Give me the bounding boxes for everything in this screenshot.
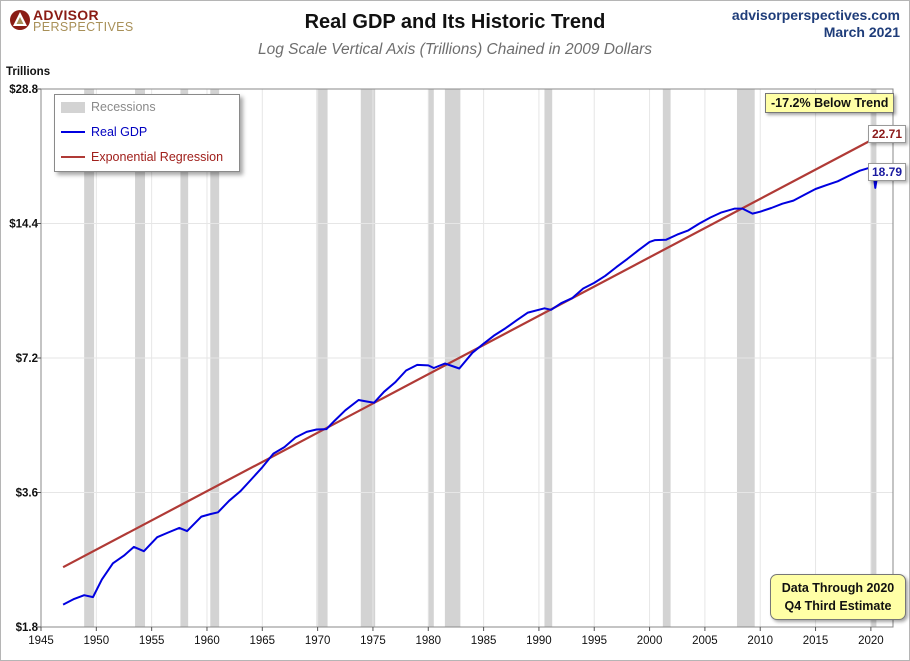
y-tick-label-4: $28.8 [9,84,38,96]
logo-text-advisor: ADVISOR [33,7,99,23]
publish-date: March 2021 [823,24,900,40]
data-through-line1: Data Through 2020 [781,581,895,595]
regression-line [62,134,882,569]
legend-label-real-gdp: Real GDP [91,125,148,139]
series-lines [62,134,882,606]
legend-swatch-real-gdp [61,131,85,133]
x-tick-label-14: 2015 [803,635,829,647]
gridlines [40,88,893,628]
x-tick-label-12: 2005 [692,635,718,647]
x-tick-label-6: 1975 [360,635,386,647]
x-tick-label-11: 2000 [637,635,663,647]
x-tick-label-7: 1980 [415,635,441,647]
x-tick-label-2: 1955 [139,635,165,647]
x-tick-label-15: 2020 [858,635,884,647]
x-tick-label-3: 1960 [194,635,220,647]
chart-title: Real GDP and Its Historic Trend [304,11,606,33]
y-axis-ticks: $1.8 $3.6 $7.2 $14.4 $28.8 [9,84,41,634]
x-tick-label-9: 1990 [526,635,552,647]
x-axis-ticks: 1945 1950 1955 1960 1965 1970 1975 1980 1985 1990… [28,627,884,647]
x-tick-label-1: 1950 [84,635,110,647]
y-tick-label-1: $3.6 [16,488,38,500]
y-tick-label-3: $14.4 [9,219,38,231]
trend-end-label: 22.71 [868,125,907,143]
logo-text-perspectives: PERSPECTIVES [33,20,134,34]
x-tick-label-5: 1970 [305,635,331,647]
chart-subtitle: Log Scale Vertical Axis (Trillions) Chai… [258,41,652,58]
legend-swatch-regression [61,156,85,158]
data-through-note: Data Through 2020 Q4 Third Estimate [770,574,906,620]
legend-swatch-recessions [61,102,85,113]
below-trend-note: -17.2% Below Trend [765,93,895,113]
y-tick-label-0: $1.8 [16,622,39,634]
data-through-line2: Q4 Third Estimate [784,599,892,613]
logo-icon [10,10,30,30]
x-tick-label-4: 1965 [250,635,276,647]
source-site: advisorperspectives.com [731,7,900,23]
legend: Recessions Real GDP Exponential Regressi… [54,94,240,172]
x-tick-label-8: 1985 [471,635,497,647]
y-tick-label-2: $7.2 [16,353,38,365]
real-gdp-line [62,166,882,606]
gdp-end-label: 18.79 [868,163,907,181]
x-tick-label-0: 1945 [28,635,54,647]
x-tick-label-13: 2010 [747,635,773,647]
legend-label-regression: Exponential Regression [91,150,224,164]
legend-label-recessions: Recessions [91,100,156,114]
x-tick-label-10: 1995 [581,635,607,647]
y-axis-label: Trillions [6,66,51,78]
